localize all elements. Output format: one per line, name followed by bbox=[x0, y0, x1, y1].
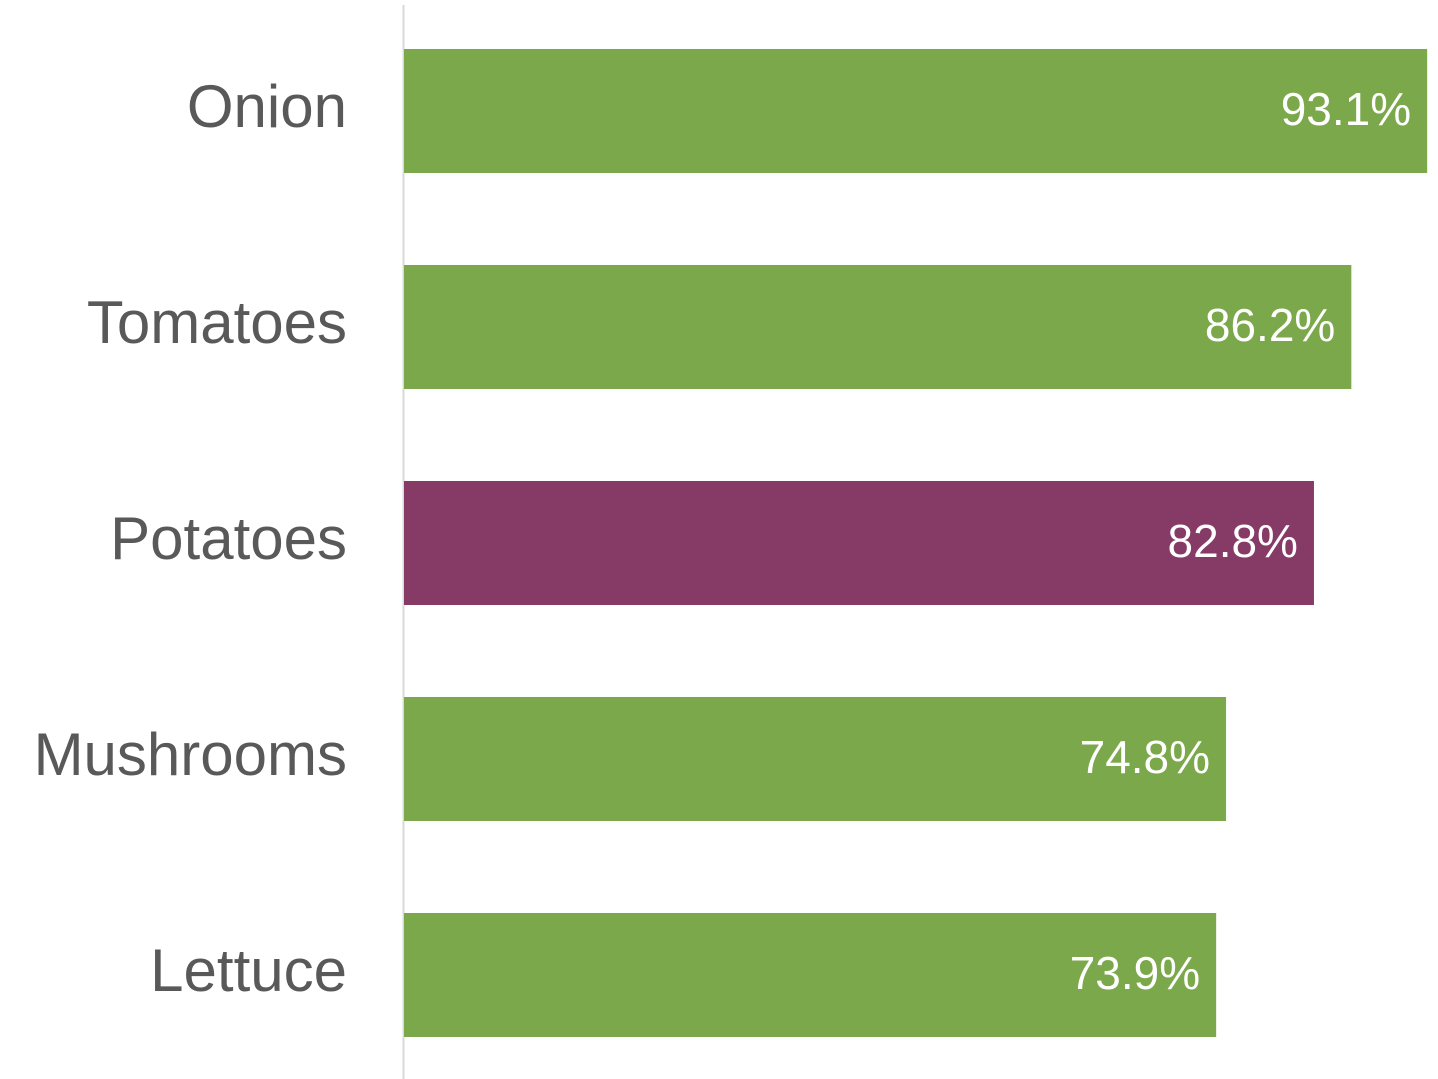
bar bbox=[404, 913, 1217, 1037]
category-label: Potatoes bbox=[110, 505, 347, 572]
data-label: 73.9% bbox=[1070, 947, 1200, 999]
category-label: Onion bbox=[187, 73, 347, 140]
category-label: Lettuce bbox=[150, 937, 347, 1004]
category-label: Tomatoes bbox=[87, 289, 347, 356]
data-label: 74.8% bbox=[1080, 731, 1210, 783]
category-label: Mushrooms bbox=[34, 721, 347, 788]
data-label: 82.8% bbox=[1168, 515, 1298, 567]
bar bbox=[404, 697, 1227, 821]
bar bbox=[404, 481, 1314, 605]
data-label: 93.1% bbox=[1281, 83, 1411, 135]
bar bbox=[404, 265, 1352, 389]
bar bbox=[404, 49, 1428, 173]
data-label: 86.2% bbox=[1205, 299, 1335, 351]
